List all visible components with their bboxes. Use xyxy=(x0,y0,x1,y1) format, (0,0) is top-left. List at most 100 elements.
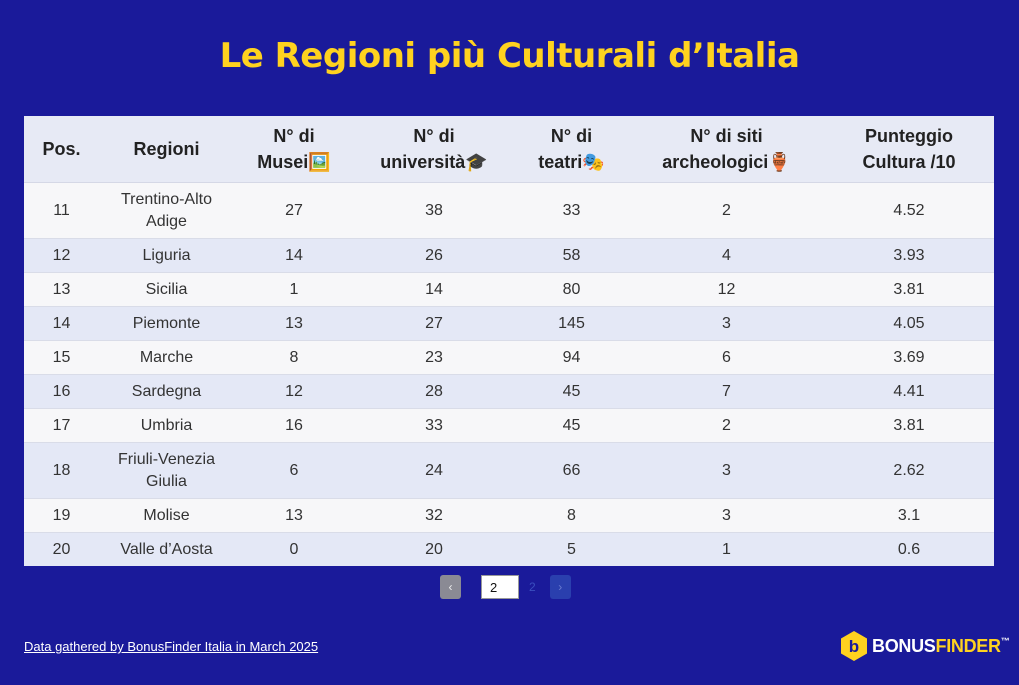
table-row: 20 Valle d’Aosta 0 20 5 1 0.6 xyxy=(24,532,994,566)
table-cell: 28 xyxy=(354,374,514,409)
table-cell: Piemonte xyxy=(99,306,234,341)
logo-wordmark: BONUSFINDER™ xyxy=(872,635,1010,657)
column-header: N° di Musei🖼️ xyxy=(234,116,354,183)
column-header-line: N° di siti xyxy=(690,126,763,146)
table-cell: 45 xyxy=(514,374,629,409)
table-cell: 58 xyxy=(514,238,629,273)
table-cell: Molise xyxy=(99,498,234,533)
table-cell: 3.93 xyxy=(824,238,994,273)
table-cell: 3.1 xyxy=(824,498,994,533)
table-cell: 20 xyxy=(354,532,514,566)
column-header-line: N° di xyxy=(413,126,455,146)
table-cell: 6 xyxy=(234,442,354,499)
table-cell: 3.69 xyxy=(824,340,994,375)
table-cell: 16 xyxy=(234,408,354,443)
source-link[interactable]: Data gathered by BonusFinder Italia in M… xyxy=(24,639,319,654)
table-row: 16 Sardegna 12 28 45 7 4.41 xyxy=(24,374,994,409)
table-cell: 5 xyxy=(514,532,629,566)
column-header-line: Pos. xyxy=(42,139,81,159)
table-cell: Liguria xyxy=(99,238,234,273)
table-row: 17 Umbria 16 33 45 2 3.81 xyxy=(24,408,994,443)
table-row: 11 Trentino-Alto Adige 27 38 33 2 4.52 xyxy=(24,182,994,239)
logo-text-finder: FINDER xyxy=(935,635,1002,656)
column-header-line: Cultura /10 xyxy=(862,152,956,172)
table-cell: 15 xyxy=(24,340,99,375)
table-cell: 2 xyxy=(629,408,824,443)
table-cell: 27 xyxy=(354,306,514,341)
table-cell: 32 xyxy=(354,498,514,533)
table-cell: 3.81 xyxy=(824,408,994,443)
column-header-line: teatri🎭 xyxy=(538,152,605,172)
table-cell: 26 xyxy=(354,238,514,273)
svg-text:b: b xyxy=(849,637,859,656)
table-row: 14 Piemonte 13 27 145 3 4.05 xyxy=(24,306,994,341)
logo-text-bonus: BONUS xyxy=(872,635,936,656)
column-header: N° di università🎓 xyxy=(354,116,514,183)
table-cell: 12 xyxy=(234,374,354,409)
table-cell: 3 xyxy=(629,442,824,499)
table-cell: 2 xyxy=(629,182,824,239)
table-cell: 3.81 xyxy=(824,272,994,307)
table-cell: 80 xyxy=(514,272,629,307)
table-cell: Sardegna xyxy=(99,374,234,409)
table-row: 12 Liguria 14 26 58 4 3.93 xyxy=(24,238,994,273)
table-body: 11 Trentino-Alto Adige 27 38 33 2 4.52 12 Liguri… xyxy=(24,182,994,566)
table-cell: 4.52 xyxy=(824,182,994,239)
table-row: 13 Sicilia 1 14 80 12 3.81 xyxy=(24,272,994,307)
table-cell: 13 xyxy=(234,306,354,341)
table-cell: 145 xyxy=(514,306,629,341)
table-cell: 2.62 xyxy=(824,442,994,499)
table-cell: 0 xyxy=(234,532,354,566)
table-cell: Valle d’Aosta xyxy=(99,532,234,566)
total-pages: 2 xyxy=(529,580,536,594)
table-cell: 7 xyxy=(629,374,824,409)
prev-page-button[interactable]: ‹ xyxy=(440,575,461,599)
table-cell: 18 xyxy=(24,442,99,499)
table-cell: 33 xyxy=(354,408,514,443)
column-header-line: Musei🖼️ xyxy=(257,152,331,172)
table-cell: 12 xyxy=(24,238,99,273)
table-cell: 6 xyxy=(629,340,824,375)
table-cell: 16 xyxy=(24,374,99,409)
table-cell: 45 xyxy=(514,408,629,443)
table-cell: 17 xyxy=(24,408,99,443)
table-cell: 38 xyxy=(354,182,514,239)
logo-trademark: ™ xyxy=(1000,635,1010,646)
table-cell: 23 xyxy=(354,340,514,375)
table-cell: 13 xyxy=(24,272,99,307)
table-row: 15 Marche 8 23 94 6 3.69 xyxy=(24,340,994,375)
table-row: 18 Friuli-Venezia Giulia 6 24 66 3 2.62 xyxy=(24,442,994,499)
table-cell: Friuli-Venezia Giulia xyxy=(99,442,234,499)
column-header-line: N° di xyxy=(550,126,593,146)
next-page-button[interactable]: › xyxy=(549,575,571,599)
column-header-line: Regioni xyxy=(133,139,200,159)
regions-table: Pos. Regioni N° di Musei🖼️ N° di università🎓 N… xyxy=(24,116,994,566)
table-row: 19 Molise 13 32 8 3 3.1 xyxy=(24,498,994,533)
table-cell: 20 xyxy=(24,532,99,566)
b-hexagon-icon: b xyxy=(841,631,867,661)
table-cell: 27 xyxy=(234,182,354,239)
page-number-input[interactable] xyxy=(481,575,519,599)
column-header: N° di teatri🎭 xyxy=(514,116,629,183)
table-cell: 8 xyxy=(514,498,629,533)
table-cell: 11 xyxy=(24,182,99,239)
table-cell: Umbria xyxy=(99,408,234,443)
page-title: Le Regioni più Culturali d’Italia xyxy=(219,36,800,76)
column-header-line: Punteggio xyxy=(865,126,953,146)
table-cell: 1 xyxy=(629,532,824,566)
table-cell: 12 xyxy=(629,272,824,307)
table-cell: 1 xyxy=(234,272,354,307)
table-cell: 14 xyxy=(24,306,99,341)
column-header: N° di siti archeologici🏺 xyxy=(629,116,824,183)
table-cell: 0.6 xyxy=(824,532,994,566)
table-cell: 3 xyxy=(629,306,824,341)
table-cell: 66 xyxy=(514,442,629,499)
table-cell: 8 xyxy=(234,340,354,375)
table-cell: Sicilia xyxy=(99,272,234,307)
table-cell: 14 xyxy=(354,272,514,307)
column-header-line: archeologici🏺 xyxy=(662,152,791,172)
table-cell: 14 xyxy=(234,238,354,273)
column-header: Punteggio Cultura /10 xyxy=(824,116,994,183)
table-cell: 4.05 xyxy=(824,306,994,341)
column-header: Regioni xyxy=(99,116,234,183)
